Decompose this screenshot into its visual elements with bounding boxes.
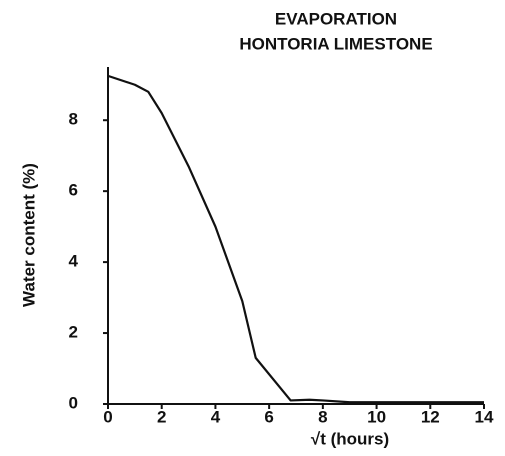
x-tick-label: 2 [157,407,166,426]
x-tick-label: 4 [211,407,221,426]
y-tick-label: 6 [69,181,78,200]
x-tick-label: 6 [264,407,273,426]
x-tick-label: 8 [318,407,327,426]
x-tick-label: 0 [103,407,112,426]
x-axis-label: √t (hours) [311,429,389,448]
chart-title: EVAPORATION [275,9,397,28]
data-line [107,74,484,404]
y-tick-label: 4 [69,252,79,271]
x-tick-label: 10 [367,407,386,426]
y-axis-label: Water content (%) [19,163,38,307]
y-tick-label: 0 [69,393,78,412]
x-tick-label: 14 [475,407,494,426]
x-tick-label: 12 [421,407,440,426]
y-tick-label: 2 [69,323,78,342]
chart-title: HONTORIA LIMESTONE [239,34,432,53]
y-tick-label: 8 [69,110,78,129]
